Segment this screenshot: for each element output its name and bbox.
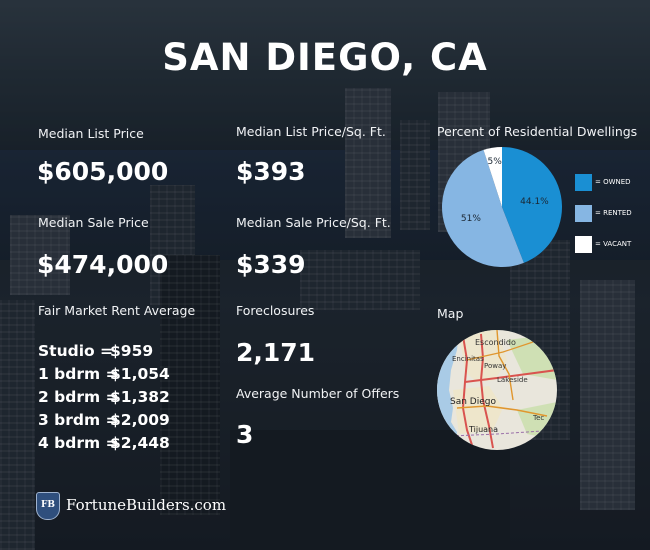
fair-market-rent-label: Fair Market Rent Average	[38, 303, 196, 318]
rent-key: 1 bdrm =	[38, 365, 119, 383]
fair-market-rent-list: Studio =$959 1 bdrm =$1,054 2 bdrm =$1,3…	[38, 340, 170, 455]
foreclosures-value: 2,171	[236, 338, 316, 367]
background-building	[300, 250, 420, 310]
legend-text-vacant: = VACANT	[595, 240, 632, 248]
rent-row-1-bdrm: 1 bdrm =$1,054	[38, 363, 170, 386]
rent-key: 2 bdrm =	[38, 388, 119, 406]
legend-swatch-owned	[575, 174, 592, 191]
pie-slice-rented	[442, 149, 524, 267]
map-border	[450, 429, 557, 437]
rent-row-studio: Studio =$959	[38, 340, 170, 363]
pie-slice-owned	[502, 147, 562, 263]
pie-data-label-vacant: 5%	[488, 157, 503, 167]
map-graphic: Escondido Encinitas Poway Lakeside San D…	[437, 330, 557, 450]
background-building	[10, 215, 70, 295]
map-highway	[479, 333, 494, 449]
map-highway	[464, 369, 557, 383]
pie-data-label-rented: 51%	[461, 214, 481, 224]
pie-data-label-owned: 44.1%	[520, 197, 549, 207]
map-place-tijuana: Tijuana	[468, 425, 498, 434]
background-building	[580, 280, 635, 510]
average-offers-value: 3	[236, 420, 254, 449]
rent-row-4-bdrm: 4 bdrm =$2,448	[38, 432, 170, 455]
map-place-tecate: Tec	[532, 414, 544, 422]
map-place-escondido: Escondido	[475, 338, 516, 347]
rent-value: $959	[110, 342, 154, 360]
legend-swatch-rented	[575, 205, 592, 222]
san-diego-map[interactable]: Escondido Encinitas Poway Lakeside San D…	[437, 330, 557, 450]
rent-key: 4 bdrm =	[38, 434, 119, 452]
map-place-lakeside: Lakeside	[497, 376, 528, 384]
median-sale-price-value: $474,000	[37, 250, 169, 279]
median-sale-price-label: Median Sale Price	[38, 215, 149, 230]
median-list-price-label: Median List Price	[38, 126, 144, 141]
rent-row-2-bdrm: 2 bdrm =$1,382	[38, 386, 170, 409]
rent-value: $2,009	[110, 411, 170, 429]
pie-slice-vacant	[483, 147, 502, 207]
page-title: SAN DIEGO, CA	[162, 36, 488, 79]
legend-swatch-vacant	[575, 236, 592, 253]
map-place-encinitas: Encinitas	[452, 355, 484, 363]
legend-text-rented: = RENTED	[595, 209, 632, 217]
map-highway	[461, 335, 474, 449]
background-building	[400, 120, 430, 230]
rent-row-3-brdm: 3 brdm =$2,009	[38, 409, 170, 432]
map-highway	[456, 405, 548, 417]
map-highway	[466, 341, 534, 361]
rent-key: 3 brdm =	[38, 411, 119, 429]
median-list-price-sqft-label: Median List Price/Sq. Ft.	[236, 124, 386, 139]
residential-dwellings-pie-chart: 44.1% 51% 5%	[442, 147, 562, 267]
brand-name: FortuneBuilders.com	[66, 496, 227, 514]
map-place-san-diego: San Diego	[450, 397, 496, 407]
foreclosures-label: Foreclosures	[236, 303, 315, 318]
rent-value: $1,054	[110, 365, 170, 383]
median-list-price-sqft-value: $393	[236, 157, 306, 186]
rent-key: Studio =	[38, 342, 114, 360]
background-building	[345, 88, 391, 238]
map-label: Map	[437, 306, 464, 321]
fb-badge-icon: FB	[36, 492, 60, 520]
median-sale-price-sqft-label: Median Sale Price/Sq. Ft.	[236, 215, 391, 230]
median-sale-price-sqft-value: $339	[236, 250, 306, 279]
background-building	[230, 430, 510, 550]
legend-text-owned: = OWNED	[595, 178, 631, 186]
pie-chart-label: Percent of Residential Dwellings	[437, 124, 638, 139]
map-place-poway: Poway	[484, 362, 506, 370]
rent-value: $2,448	[110, 434, 170, 452]
average-offers-label: Average Number of Offers	[236, 386, 400, 401]
background-building	[0, 300, 35, 550]
map-highway	[496, 330, 514, 401]
median-list-price-value: $605,000	[37, 157, 169, 186]
rent-value: $1,382	[110, 388, 170, 406]
background-building	[160, 255, 220, 515]
